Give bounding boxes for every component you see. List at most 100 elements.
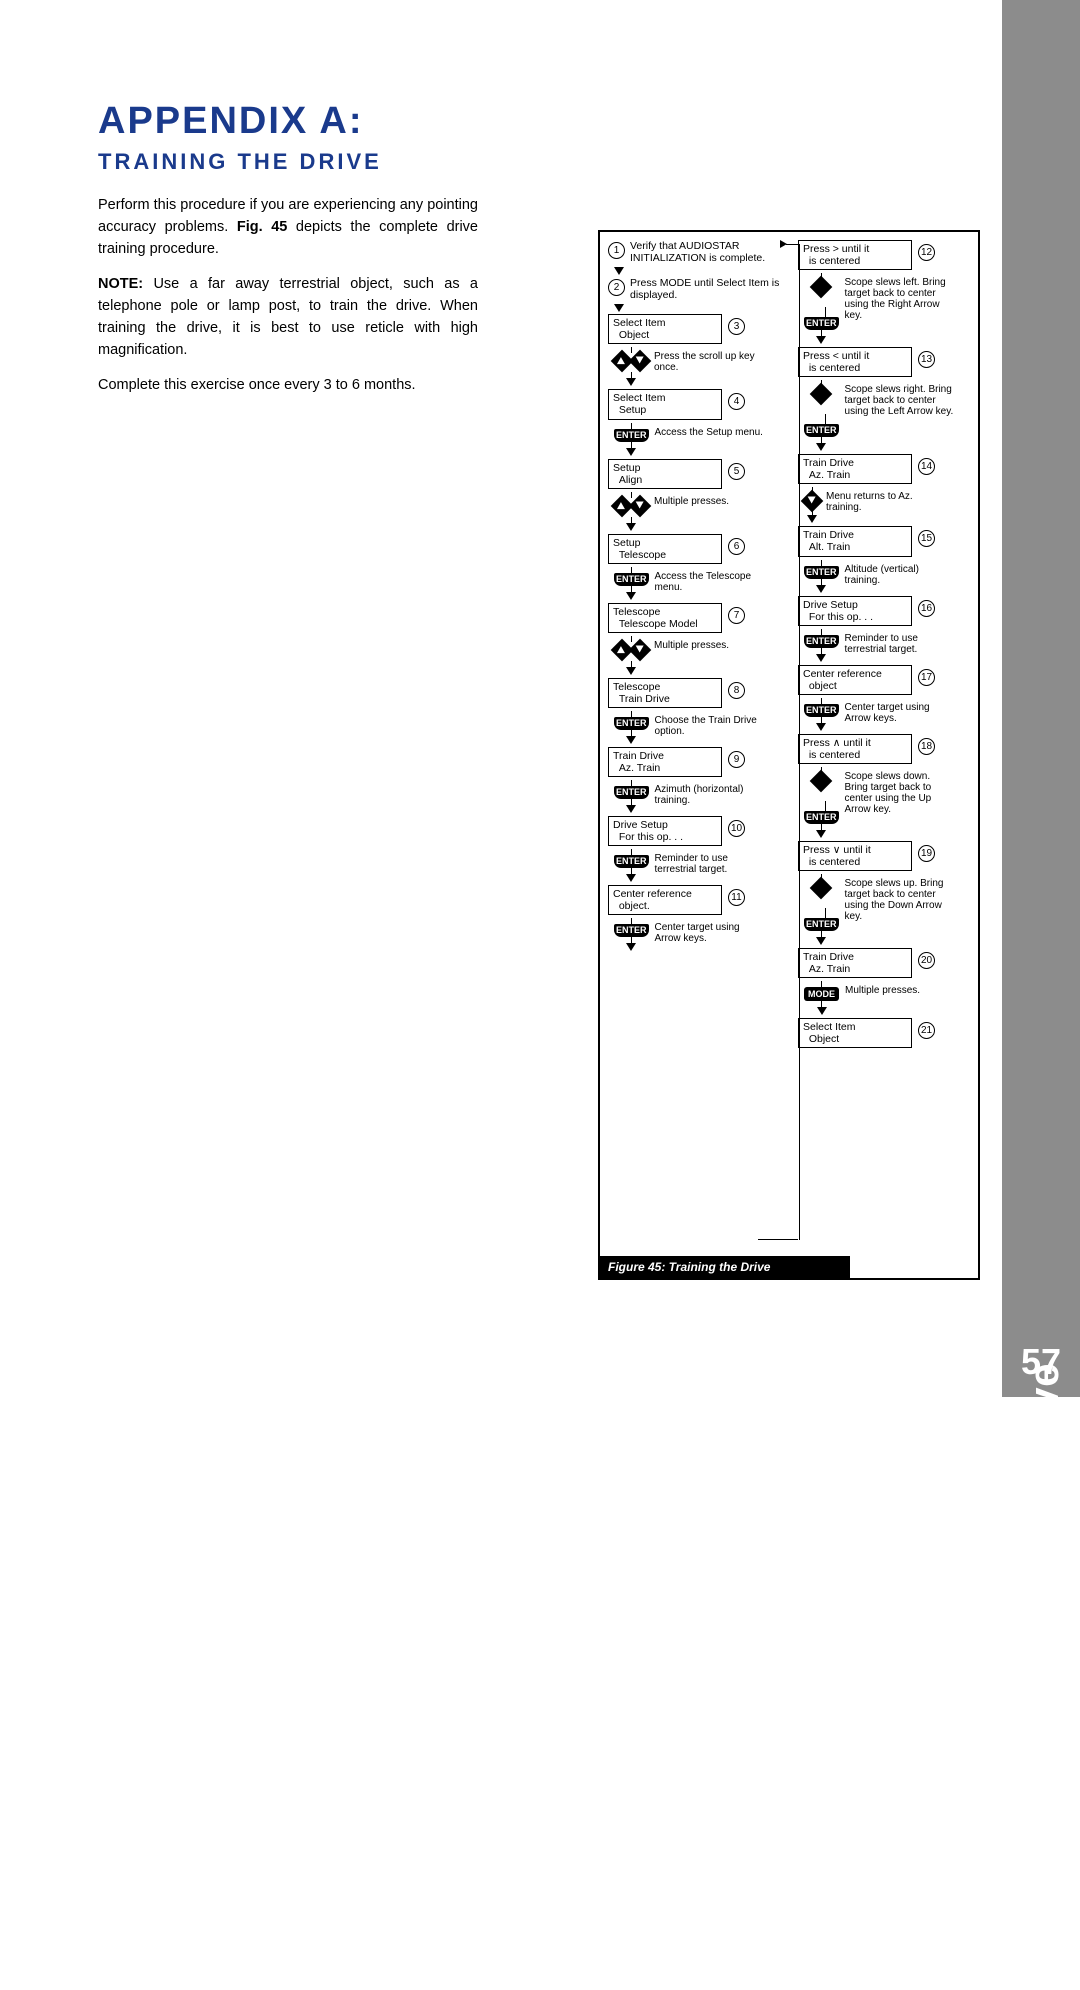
step-note: Multiple presses. [654,636,764,651]
side-tab: Appendix A: Training the Drive 57 [1002,0,1080,1397]
menu-display: Train Drive Az. Train [608,747,722,777]
step-number: 18 [918,738,935,755]
step-note: Menu returns to Az. training. [826,487,936,513]
arrow-down-icon [626,378,636,386]
flow-step-13: Press < until it is centered 13 [798,347,978,377]
step-number: 12 [918,244,935,261]
flow-step-19: Press ∨ until it is centered 19 [798,841,978,871]
step-number: 11 [728,889,745,906]
step-note: Azimuth (horizontal) training. [655,780,765,806]
enter-key: ENTER [614,855,649,868]
step-number: 5 [728,463,745,480]
step-note: Reminder to use terrestrial target. [655,849,765,875]
para-1: Perform this procedure if you are experi… [98,195,478,260]
menu-display: Press > until it is centered [798,240,912,270]
menu-display: Press < until it is centered [798,347,912,377]
menu-display: Drive Setup For this op. . . [608,816,722,846]
arrow-key [810,276,833,299]
menu-display: Select Item Object [798,1018,912,1048]
enter-key: ENTER [804,424,839,437]
step-action: Menu returns to Az. training. [804,487,978,523]
step-number: 16 [918,600,935,617]
step-note: Reminder to use terrestrial target. [845,629,955,655]
arrow-down-icon [807,515,817,523]
menu-display: Select Item Object [608,314,722,344]
step-number: 4 [728,393,745,410]
enter-key: ENTER [614,573,649,586]
step-number: 3 [728,318,745,335]
step-number: 19 [918,845,935,862]
step-action: ENTERReminder to use terrestrial target. [804,629,978,662]
step-action: ENTERCenter target using Arrow keys. [804,698,978,731]
menu-display: Center reference object. [608,885,722,915]
flow-step-16: Drive Setup For this op. . . 16 [798,596,978,626]
flow-step-15: Train Drive Alt. Train15 [798,526,978,556]
step-note: Multiple presses. [845,981,955,996]
scroll-keys [614,642,648,661]
menu-display: Telescope Telescope Model [608,603,722,633]
step-number: 13 [918,351,935,368]
enter-key: ENTER [614,786,649,799]
flow-step-14: Train Drive Az. Train14 [798,454,978,484]
menu-display: Center reference object [798,665,912,695]
subheading: TRAINING THE DRIVE [98,149,978,175]
menu-display: Press ∨ until it is centered [798,841,912,871]
step-number: 1 [608,242,625,259]
enter-key: ENTER [804,811,839,824]
arrow-down-icon [816,336,826,344]
menu-display: Press ∧ until it is centered [798,734,912,764]
menu-display: Train Drive Az. Train [798,948,912,978]
step-action: ENTERScope slews left. Bring target back… [804,273,978,344]
arrow-down-icon [614,304,624,312]
step-action: ENTER Scope slews up. Bring target back t… [804,874,978,945]
arrow-down-icon [816,937,826,945]
step-number: 9 [728,751,745,768]
step-note: Center target using Arrow keys. [655,918,765,944]
page-number: 57 [1002,1341,1080,1397]
step-note: Scope slews up. Bring target back to cen… [845,874,955,922]
step-number: 8 [728,682,745,699]
arrow-down-icon [626,736,636,744]
flow-step-12: Press > until it is centered 12 [798,240,978,270]
flow-step-21: Select Item Object 21 [798,1018,978,1048]
arrow-down-icon [626,874,636,882]
menu-display: Telescope Train Drive [608,678,722,708]
enter-key: ENTER [614,429,649,442]
enter-key: ENTER [804,918,839,931]
step-action: ENTER Scope slews down. Bring target back… [804,767,978,838]
arrow-down-icon [626,943,636,951]
page-content: APPENDIX A: TRAINING THE DRIVE Perform t… [98,100,978,411]
arrow-down-icon [626,805,636,813]
step-number: 20 [918,952,935,969]
flow-step-17: Center reference object17 [798,665,978,695]
menu-display: Train Drive Az. Train [798,454,912,484]
menu-display: Setup Align [608,459,722,489]
step-note: Scope slews down. Bring target back to c… [845,767,955,815]
arrow-down-icon [816,443,826,451]
side-tab-title: Appendix A: Training the Drive [1020,1363,1068,1990]
heading: APPENDIX A: [98,100,978,143]
flow-step-20: Train Drive Az. Train 20 [798,948,978,978]
arrow-down-icon [626,592,636,600]
para-2: NOTE: Use a far away terrestrial object,… [98,274,478,361]
para-3: Complete this exercise once every 3 to 6… [98,375,478,397]
arrow-key [810,383,833,406]
step-note: Access the Setup menu. [655,423,765,438]
menu-display: Drive Setup For this op. . . [798,596,912,626]
arrow-down-icon [626,448,636,456]
arrow-down-icon [816,723,826,731]
step-number: 6 [728,538,745,555]
enter-key: ENTER [614,717,649,730]
step-note: Choose the Train Drive option. [655,711,765,737]
step-action: MODEMultiple presses. [804,981,978,1015]
flowchart: 1Verify that AUDIOSTAR INITIALIZATION is… [600,232,978,1258]
step-number: 2 [608,279,625,296]
scroll-keys [614,498,648,517]
step-number: 21 [918,1022,935,1039]
step-note: Multiple presses. [654,492,764,507]
flow-col-right: Press > until it is centered12ENTERScope… [798,240,978,1051]
arrow-key [810,770,833,793]
scroll-down-key [801,490,824,513]
step-number: 7 [728,607,745,624]
arrow-down-icon [626,667,636,675]
